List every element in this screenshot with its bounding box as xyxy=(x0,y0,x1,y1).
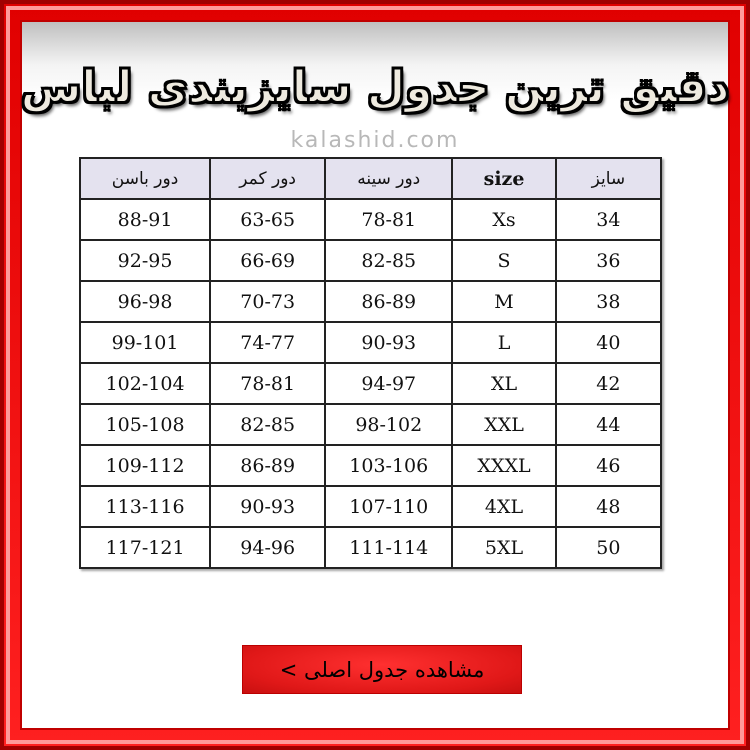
cell-hip: 88-91 xyxy=(78,198,212,241)
cell-size-fa: 46 xyxy=(554,444,663,487)
cell-size-fa: 34 xyxy=(554,198,663,241)
cell-waist: 82-85 xyxy=(209,403,327,446)
cell-size-en: 5XL xyxy=(451,526,557,569)
cell-chest: 111-114 xyxy=(324,526,454,569)
cell-size-fa: 44 xyxy=(554,403,663,446)
cell-waist: 70-73 xyxy=(209,280,327,323)
cell-hip: 99-101 xyxy=(78,321,212,364)
cell-size-en: XXXL xyxy=(451,444,557,487)
table-row: 38 M 86-89 70-73 96-98 xyxy=(78,280,663,323)
cell-size-en: XL xyxy=(451,362,557,405)
cell-size-fa: 38 xyxy=(554,280,663,323)
view-original-table-button[interactable]: مشاهده جدول اصلی > xyxy=(242,645,522,694)
header-size-en: size xyxy=(451,157,557,200)
table-row: 46 XXXL 103-106 86-89 109-112 xyxy=(78,444,663,487)
cell-chest: 78-81 xyxy=(324,198,454,241)
page-title: دقیق ترین جدول سایزبندی لباس xyxy=(20,61,731,114)
cell-size-fa: 50 xyxy=(554,526,663,569)
header-hip: دور باسن xyxy=(78,157,212,200)
cell-hip: 92-95 xyxy=(78,239,212,282)
table-header-row: سایز size دور سینه دور کمر دور باسن xyxy=(78,157,663,200)
cell-chest: 107-110 xyxy=(324,485,454,528)
cell-waist: 78-81 xyxy=(209,362,327,405)
table-row: 50 5XL 111-114 94-96 117-121 xyxy=(78,526,663,569)
cell-size-en: M xyxy=(451,280,557,323)
cell-hip: 105-108 xyxy=(78,403,212,446)
cell-chest: 103-106 xyxy=(324,444,454,487)
cell-size-en: 4XL xyxy=(451,485,557,528)
table-row: 36 S 82-85 66-69 92-95 xyxy=(78,239,663,282)
header-size-fa: سایز xyxy=(554,157,663,200)
cell-waist: 63-65 xyxy=(209,198,327,241)
cell-hip: 113-116 xyxy=(78,485,212,528)
table-row: 48 4XL 107-110 90-93 113-116 xyxy=(78,485,663,528)
frame-highlight xyxy=(6,6,744,744)
cell-hip: 109-112 xyxy=(78,444,212,487)
header-waist: دور کمر xyxy=(209,157,327,200)
table-row: 42 XL 94-97 78-81 102-104 xyxy=(78,362,663,405)
cell-waist: 66-69 xyxy=(209,239,327,282)
cell-size-fa: 48 xyxy=(554,485,663,528)
header-chest: دور سینه xyxy=(324,157,454,200)
cell-size-fa: 40 xyxy=(554,321,663,364)
cell-waist: 86-89 xyxy=(209,444,327,487)
table-row: 40 L 90-93 74-77 99-101 xyxy=(78,321,663,364)
cell-size-en: Xs xyxy=(451,198,557,241)
table-row: 34 Xs 78-81 63-65 88-91 xyxy=(78,198,663,241)
table-row: 44 XXL 98-102 82-85 105-108 xyxy=(78,403,663,446)
cell-waist: 90-93 xyxy=(209,485,327,528)
cell-chest: 82-85 xyxy=(324,239,454,282)
cell-chest: 94-97 xyxy=(324,362,454,405)
cell-size-en: XXL xyxy=(451,403,557,446)
cell-hip: 96-98 xyxy=(78,280,212,323)
cell-hip: 117-121 xyxy=(78,526,212,569)
cell-size-en: L xyxy=(451,321,557,364)
cell-hip: 102-104 xyxy=(78,362,212,405)
cell-chest: 98-102 xyxy=(324,403,454,446)
cell-waist: 94-96 xyxy=(209,526,327,569)
cell-chest: 86-89 xyxy=(324,280,454,323)
size-table: سایز size دور سینه دور کمر دور باسن 34 Xs… xyxy=(78,157,663,569)
cell-size-fa: 36 xyxy=(554,239,663,282)
cell-size-fa: 42 xyxy=(554,362,663,405)
cell-size-en: S xyxy=(451,239,557,282)
cell-chest: 90-93 xyxy=(324,321,454,364)
watermark: kalashid.com xyxy=(290,128,460,153)
cell-waist: 74-77 xyxy=(209,321,327,364)
